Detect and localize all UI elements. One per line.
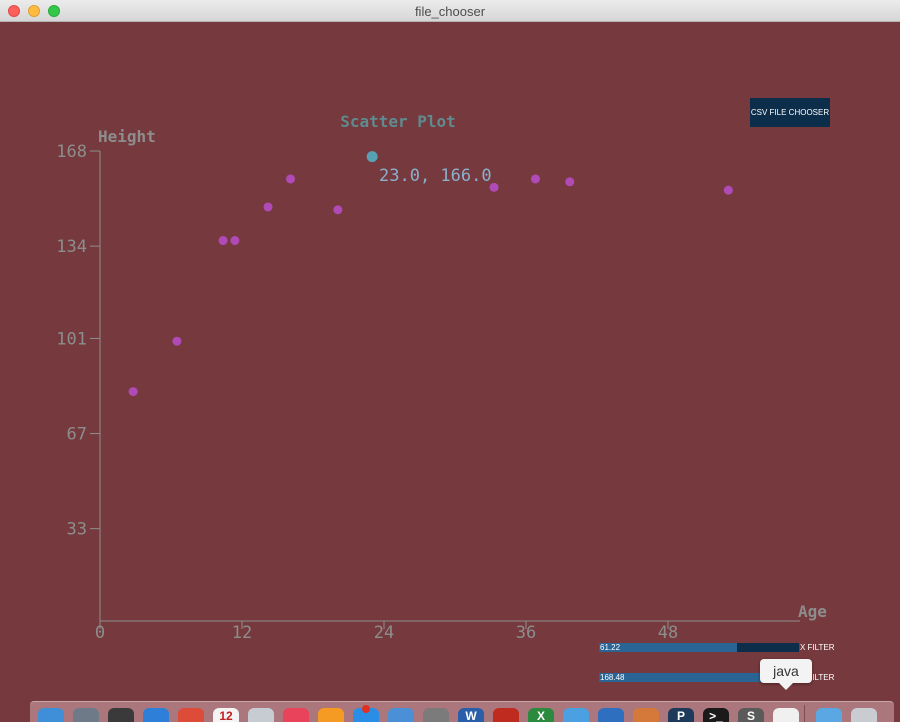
trash-icon[interactable]: [851, 708, 877, 722]
y-tick-label: 33: [67, 520, 87, 540]
word-glyph: W: [465, 709, 477, 722]
system-preferences-icon[interactable]: [423, 708, 449, 722]
itunes-icon[interactable]: [283, 708, 309, 722]
processing-glyph: P: [676, 709, 685, 722]
minimize-window-button[interactable]: [28, 5, 40, 17]
ibooks-icon[interactable]: [318, 708, 344, 722]
sublime-icon[interactable]: S: [738, 708, 764, 722]
excel-glyph: X: [536, 709, 545, 722]
y-tick-label: 168: [56, 142, 87, 162]
launchpad-icon[interactable]: [73, 708, 99, 722]
data-point[interactable]: [489, 182, 499, 192]
y-tick-label: 101: [56, 329, 87, 349]
x-filter-fill: [599, 643, 737, 652]
notification-badge: [362, 705, 370, 713]
title-bar: file_chooser: [0, 0, 900, 22]
x-tick-label: 0: [95, 623, 105, 643]
calendar-glyph: 12: [219, 709, 233, 722]
data-point[interactable]: [218, 236, 228, 246]
safari-icon[interactable]: [143, 708, 169, 722]
eclipse-icon[interactable]: [633, 708, 659, 722]
filezilla-icon[interactable]: [493, 708, 519, 722]
finder-icon[interactable]: [38, 708, 64, 722]
axis-ticks: 0 12 24 36 48 33 67 101 134 168: [56, 142, 678, 643]
browser-icon[interactable]: [563, 708, 589, 722]
xcode-icon[interactable]: [388, 708, 414, 722]
y-tick-label: 67: [67, 425, 87, 445]
highlighted-data-point[interactable]: [366, 151, 378, 163]
y-filter-label: Y FILTER: [800, 673, 835, 682]
dock-separator: [804, 705, 805, 722]
data-points: [128, 151, 733, 397]
window-title: file_chooser: [414, 4, 486, 19]
excel-icon[interactable]: X: [528, 708, 554, 722]
data-point[interactable]: [128, 387, 138, 397]
maximize-window-button[interactable]: [48, 5, 60, 17]
data-point[interactable]: [530, 174, 540, 184]
y-axis-title: Height: [98, 127, 156, 146]
dock: 12 W X P >_ S: [30, 701, 894, 722]
terminal-icon[interactable]: >_: [703, 708, 729, 722]
calendar-icon[interactable]: 12: [213, 708, 239, 722]
data-point[interactable]: [172, 336, 182, 346]
hover-value-label: 23.0, 166.0: [379, 166, 492, 186]
data-point[interactable]: [263, 202, 273, 212]
x-axis-title: Age: [798, 602, 827, 621]
x-tick-label: 36: [516, 623, 536, 643]
java-icon[interactable]: [773, 708, 799, 722]
data-point[interactable]: [333, 205, 343, 215]
folder-icon[interactable]: [816, 708, 842, 722]
dock-tooltip: java: [760, 659, 812, 683]
processing-icon[interactable]: P: [668, 708, 694, 722]
data-point[interactable]: [723, 185, 733, 195]
word-icon[interactable]: W: [458, 708, 484, 722]
scatter-plot: 0 12 24 36 48 33 67 101 134 168 Scatter Plot Heig…: [56, 112, 827, 643]
data-point[interactable]: [230, 236, 240, 246]
plot-axes: [99, 151, 800, 622]
outlook-icon[interactable]: [598, 708, 624, 722]
x-filter-slider[interactable]: 61.22: [599, 643, 799, 652]
sublime-glyph: S: [746, 709, 755, 722]
data-point[interactable]: [286, 174, 296, 184]
x-tick-label: 24: [374, 623, 394, 643]
y-filter-slider[interactable]: 168.48: [599, 673, 799, 682]
close-window-button[interactable]: [8, 5, 20, 17]
terminal-glyph: >_: [709, 709, 723, 722]
y-tick-label: 134: [56, 237, 87, 257]
y-filter-fill: [599, 673, 765, 682]
plot-title: Scatter Plot: [340, 112, 456, 131]
chrome-icon[interactable]: [178, 708, 204, 722]
x-filter-label: X FILTER: [800, 643, 835, 652]
x-tick-label: 48: [658, 623, 678, 643]
preview-icon[interactable]: [248, 708, 274, 722]
tooltip-arrow: [779, 683, 793, 690]
app-store-icon[interactable]: [353, 705, 379, 722]
y-filter-value: 168.48: [600, 673, 625, 682]
x-filter-value: 61.22: [600, 643, 621, 652]
x-tick-label: 12: [232, 623, 252, 643]
data-point[interactable]: [565, 177, 575, 187]
csv-file-chooser-button[interactable]: CSV FILE CHOOSER: [750, 98, 830, 127]
mission-control-icon[interactable]: [108, 708, 134, 722]
